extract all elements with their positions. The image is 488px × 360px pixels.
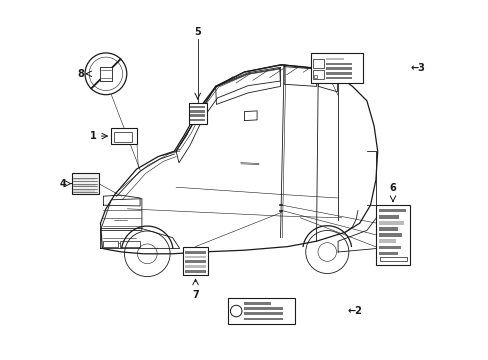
- Bar: [228, 298, 294, 324]
- Polygon shape: [103, 195, 140, 206]
- Bar: [378, 233, 401, 237]
- Bar: [185, 270, 205, 273]
- Bar: [185, 256, 205, 258]
- Bar: [120, 241, 140, 247]
- Bar: [190, 106, 204, 108]
- Bar: [378, 252, 397, 255]
- Bar: [312, 59, 324, 68]
- Polygon shape: [101, 229, 179, 248]
- Polygon shape: [215, 68, 280, 104]
- Bar: [244, 307, 282, 310]
- Text: ←2: ←2: [346, 306, 361, 316]
- Bar: [100, 67, 111, 81]
- Bar: [378, 239, 395, 243]
- Bar: [73, 185, 95, 186]
- Bar: [72, 173, 99, 194]
- Polygon shape: [337, 216, 377, 252]
- Bar: [312, 70, 324, 79]
- Bar: [111, 128, 136, 144]
- Bar: [188, 103, 206, 124]
- Bar: [378, 209, 406, 212]
- Text: 4: 4: [60, 179, 66, 189]
- Bar: [185, 265, 205, 268]
- Polygon shape: [284, 67, 316, 86]
- Bar: [190, 110, 204, 113]
- Bar: [185, 260, 205, 263]
- Bar: [325, 67, 351, 70]
- Text: 1: 1: [90, 131, 97, 141]
- Polygon shape: [176, 67, 280, 163]
- Text: 5: 5: [194, 27, 201, 37]
- Bar: [190, 119, 204, 121]
- Polygon shape: [244, 111, 257, 121]
- Bar: [73, 190, 95, 192]
- Bar: [378, 227, 397, 231]
- Bar: [313, 75, 317, 78]
- Text: 6: 6: [388, 183, 395, 193]
- Bar: [325, 58, 344, 60]
- Bar: [73, 179, 95, 180]
- Bar: [379, 257, 406, 261]
- Bar: [244, 318, 282, 320]
- Bar: [183, 247, 207, 275]
- Polygon shape: [101, 199, 142, 230]
- Bar: [190, 114, 204, 117]
- Bar: [375, 205, 409, 265]
- Bar: [310, 53, 363, 83]
- Bar: [114, 132, 132, 142]
- Bar: [103, 241, 118, 247]
- Text: 8: 8: [77, 69, 84, 79]
- Bar: [325, 77, 351, 79]
- Text: ←3: ←3: [409, 63, 424, 73]
- Bar: [244, 302, 270, 305]
- Text: 7: 7: [192, 290, 199, 300]
- Bar: [244, 312, 282, 315]
- Bar: [325, 63, 351, 65]
- Bar: [378, 221, 404, 225]
- Bar: [378, 215, 399, 219]
- Bar: [325, 72, 351, 75]
- Polygon shape: [318, 69, 337, 92]
- Bar: [185, 251, 205, 254]
- Bar: [378, 246, 400, 249]
